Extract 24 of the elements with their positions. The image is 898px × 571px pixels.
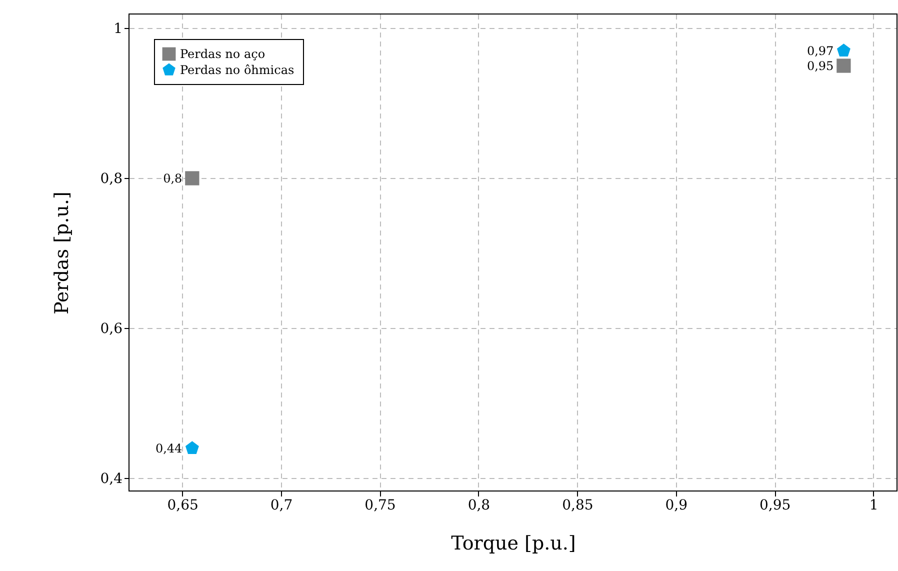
data-label: 0,44: [155, 441, 183, 456]
x-axis-title: Torque [p.u.]: [451, 532, 576, 554]
x-tick-label: 0,85: [562, 498, 594, 514]
y-axis-title: Perdas [p.u.]: [51, 192, 74, 314]
y-tick-label: 0,8: [100, 170, 122, 187]
legend-label: Perdas no aço: [180, 47, 266, 61]
y-tick-label: 1: [114, 20, 122, 37]
point: [185, 171, 200, 186]
data-label: 0,97: [806, 44, 834, 58]
point: [185, 441, 199, 454]
x-tick-label: 0,75: [364, 498, 396, 514]
x-tick-label: 0,8: [468, 498, 490, 514]
x-tick-label: 0,65: [167, 498, 198, 514]
y-tick-label: 0,4: [100, 470, 123, 487]
data-label: 0,8: [163, 171, 182, 186]
x-tick-label: 1: [869, 498, 878, 514]
data-label: 0,95: [806, 58, 834, 73]
legend-label: Perdas no ôhmicas: [180, 63, 294, 77]
x-tick-label: 0,95: [760, 498, 791, 514]
point: [836, 44, 850, 56]
x-tick-label: 0,9: [665, 498, 688, 514]
point: [836, 58, 851, 73]
y-tick-label: 0,6: [100, 320, 123, 337]
x-tick-label: 0,7: [270, 498, 293, 514]
